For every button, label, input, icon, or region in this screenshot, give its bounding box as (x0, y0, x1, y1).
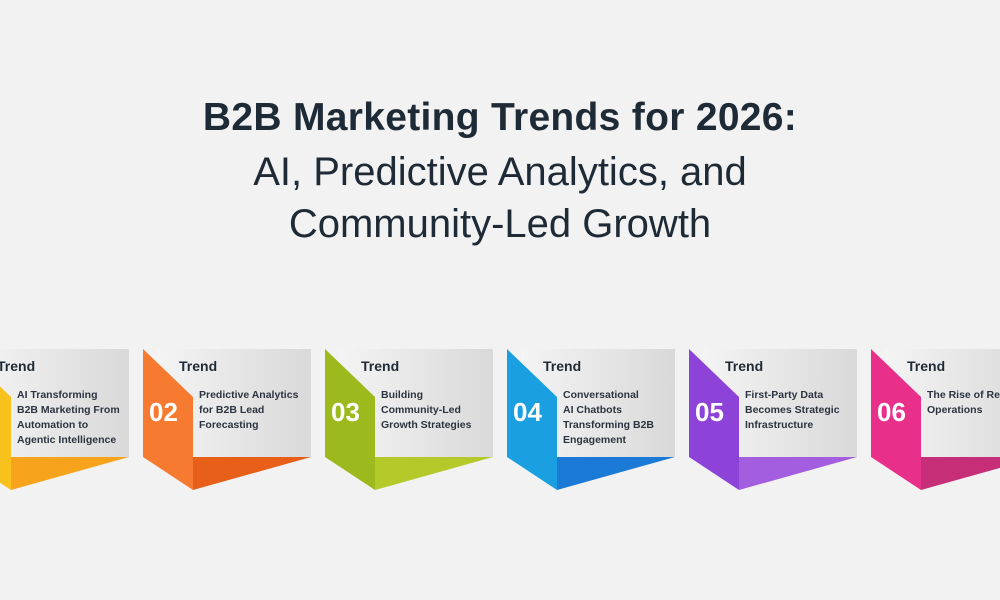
trend-label: Trend (725, 358, 764, 374)
card-bottom (193, 457, 311, 490)
trend-card: Trend 02 Predictive Analytics for B2B Lead F… (143, 349, 313, 491)
trend-label: Trend (179, 358, 218, 374)
trend-description-line: Agentic Intelligence (17, 434, 117, 446)
card-panel (0, 349, 129, 457)
trend-description-line: B2B Marketing From (17, 404, 120, 416)
trend-description: Building Community-Led Growth Strategies (381, 388, 499, 433)
card-side (143, 349, 193, 490)
trend-description-line: Predictive Analytics (199, 389, 299, 401)
card-bottom (557, 457, 675, 490)
card-side (507, 349, 557, 490)
trend-number: 06 (877, 397, 906, 427)
card-side (689, 349, 739, 490)
trend-description-line: AI Chatbots (563, 404, 622, 416)
trend-description-line: AI Transforming (17, 389, 98, 401)
card-bottom (375, 457, 493, 490)
trend-description-line: for B2B Lead (199, 404, 265, 416)
trend-number: 05 (695, 397, 724, 427)
trend-description-line: Automation to (17, 419, 89, 431)
title-line-2: AI, Predictive Analytics, and (253, 150, 747, 194)
trend-label: Trend (907, 358, 946, 374)
trend-description: Predictive Analytics for B2B Lead Forecast… (199, 388, 317, 433)
trend-card: Trend 03 Building Community-Led Growth Strat… (325, 349, 495, 491)
trend-description-line: Building (381, 389, 423, 401)
trend-label: Trend (543, 358, 582, 374)
trend-description-line: Forecasting (199, 419, 259, 431)
trend-card: Trend 06 The Rise of Revenue Operations (871, 349, 1000, 491)
card-bottom (739, 457, 857, 490)
card-bottom (11, 457, 129, 490)
card-side (325, 349, 375, 490)
card-side (0, 386, 11, 490)
trend-description-line: Operations (927, 404, 983, 416)
trend-number: 02 (149, 397, 178, 427)
trend-description: Conversational AI Chatbots Transforming B2… (563, 388, 681, 448)
trend-description-line: First-Party Data (745, 389, 824, 401)
trend-card: Trend 05 First-Party Data Becomes Strategic… (689, 349, 859, 491)
trend-number: 03 (331, 397, 360, 427)
trend-description-line: Transforming B2B (563, 419, 655, 431)
card-bottom (921, 457, 1000, 490)
title-line-1: B2B Marketing Trends for 2026: (202, 96, 798, 139)
trend-description-line: Growth Strategies (381, 419, 472, 431)
trend-description-line: Becomes Strategic (745, 404, 840, 416)
trend-description-line: Engagement (563, 434, 627, 446)
trend-label: Trend (0, 358, 36, 374)
trend-description: The Rise of Revenue Operations (927, 388, 1000, 418)
trend-description-line: Infrastructure (745, 419, 814, 431)
trend-number: 04 (513, 397, 542, 427)
trend-description: First-Party Data Becomes Strategic Infrast… (745, 388, 863, 433)
card-side (871, 349, 921, 490)
trend-description-line: The Rise of Revenue (927, 389, 1000, 401)
trend-description-line: Conversational (563, 389, 639, 401)
trend-card: Trend 04 Conversational AI Chatbots Transfor… (507, 349, 677, 491)
title-line-3: Community-Led Growth (288, 202, 712, 246)
trend-label: Trend (361, 358, 400, 374)
trend-description-line: Community-Led (381, 404, 461, 416)
trend-description: AI Transforming B2B Marketing From Automat… (17, 388, 135, 448)
